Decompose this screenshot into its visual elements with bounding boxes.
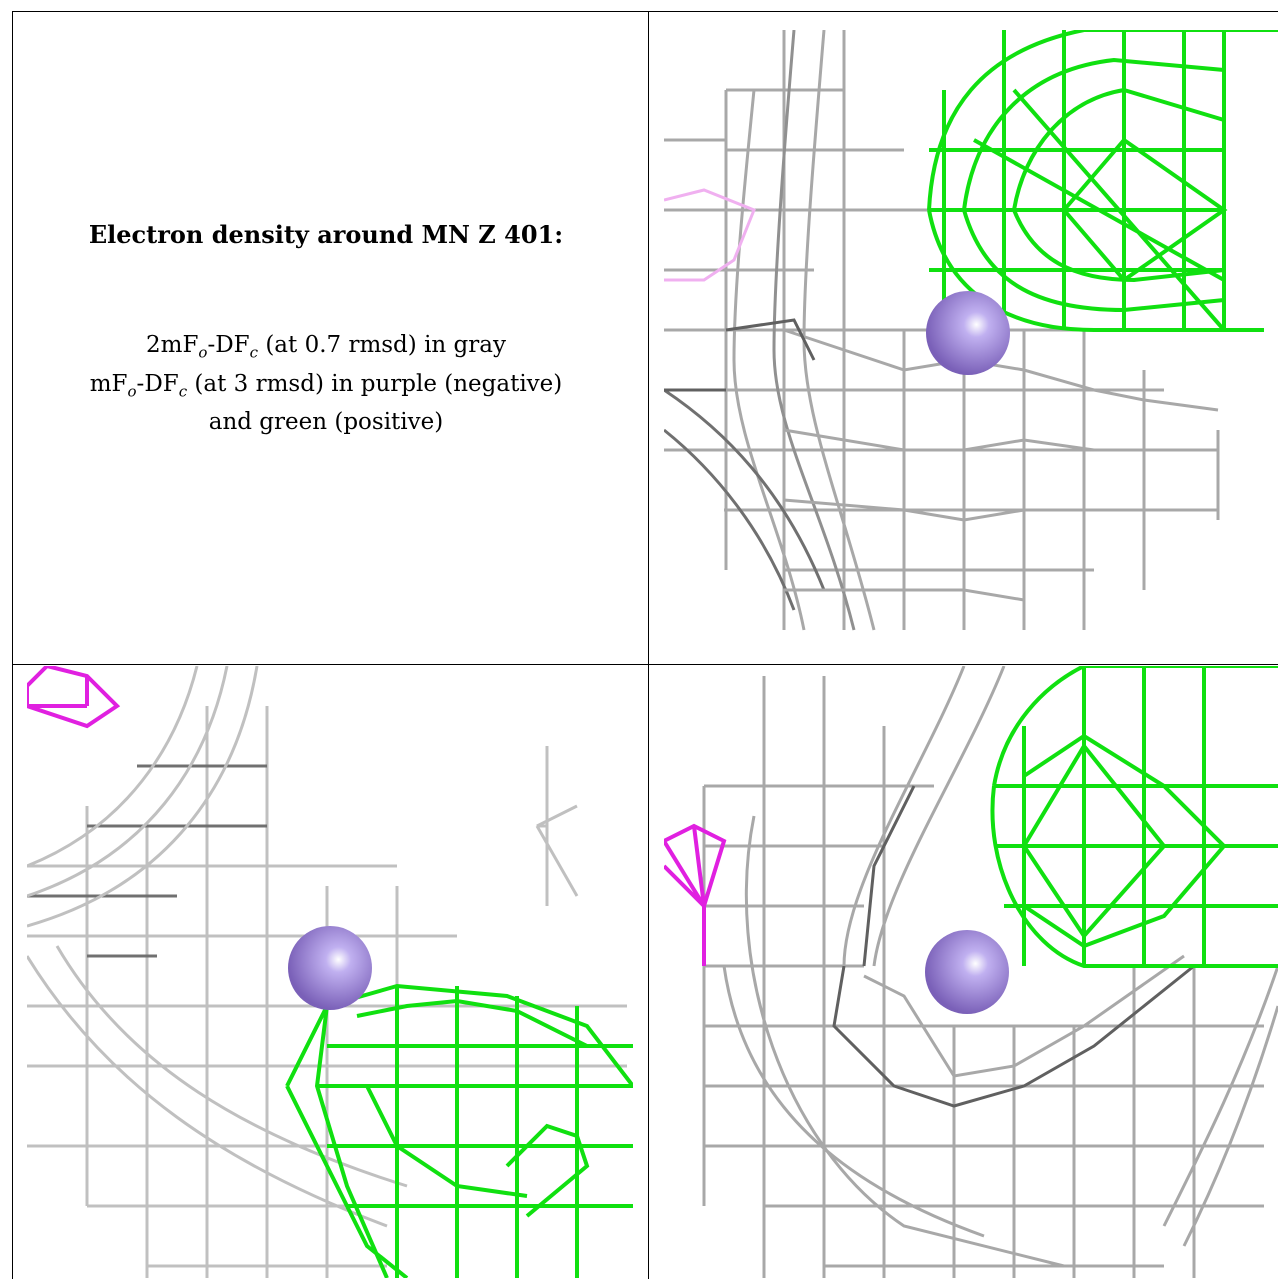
figure-title: Electron density around MN Z 401: xyxy=(12,220,640,249)
legend-line-2fofc: 2mFo-DFc (at 0.7 rmsd) in gray xyxy=(12,330,640,369)
density-panel-2 xyxy=(27,666,633,1278)
manganese-ion-sphere xyxy=(926,291,1010,375)
legend-text: 2mFo-DFc (at 0.7 rmsd) in gray mFo-DFc (… xyxy=(12,330,640,438)
mesh-fofc-positive xyxy=(287,986,633,1278)
legend-line-colors: and green (positive) xyxy=(12,407,640,438)
mesh-fofc-positive xyxy=(929,30,1278,330)
density-view-2 xyxy=(27,666,633,1278)
density-view-3 xyxy=(664,666,1278,1278)
border-middle-horizontal xyxy=(12,664,1278,665)
border-middle-vertical xyxy=(648,11,649,1279)
mesh-fofc-negative xyxy=(27,666,117,726)
density-panel-3 xyxy=(664,666,1278,1278)
mesh-fofc-positive xyxy=(992,666,1278,966)
legend-cell: Electron density around MN Z 401: 2mFo-D… xyxy=(12,12,640,652)
manganese-ion-sphere xyxy=(925,930,1009,1014)
legend-line-fofc: mFo-DFc (at 3 rmsd) in purple (negative) xyxy=(12,369,640,408)
density-view-1 xyxy=(664,30,1278,636)
manganese-ion-sphere xyxy=(288,926,372,1010)
density-panel-1 xyxy=(664,30,1278,636)
